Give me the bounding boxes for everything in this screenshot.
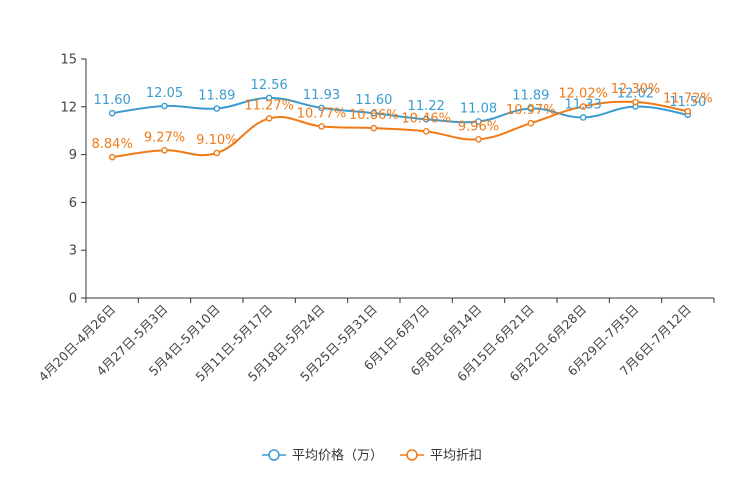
data-point[interactable] [318,123,325,130]
legend-item-1[interactable]: 平均折扣 [400,449,482,464]
legend-marker [268,449,280,461]
data-point[interactable] [161,102,168,110]
data-label: 11.93 [303,88,340,103]
data-label: 11.72% [663,91,713,106]
data-label: 9.96% [458,119,499,134]
y-tick-label: 3 [69,244,77,259]
data-label: 11.89 [512,89,549,104]
y-tick-label: 12 [60,100,77,115]
data-label: 12.56 [251,78,288,93]
data-point[interactable] [422,128,430,135]
data-point[interactable] [632,98,639,106]
data-point[interactable] [370,109,378,117]
data-point[interactable] [213,149,221,157]
data-label: 11.33 [565,97,602,112]
data-label: 12.02% [558,86,608,101]
data-point[interactable] [161,146,168,154]
data-point[interactable] [422,115,430,123]
data-label: 11.60 [355,93,392,108]
data-label: 9.27% [144,130,185,145]
data-label: 10.77% [297,106,347,121]
data-label: 11.50 [669,95,706,110]
series-layer [108,94,692,161]
y-tick-label: 15 [60,53,77,68]
y-tick-label: 9 [69,148,77,163]
data-label: 8.84% [92,137,133,152]
data-point[interactable] [579,103,587,110]
data-label: 11.22 [408,99,445,114]
series-line-0 [112,96,688,124]
data-label: 12.30% [611,82,661,97]
data-point[interactable] [475,136,482,143]
y-tick-label: 0 [69,292,77,307]
legend-item-0[interactable]: 平均价格（万） [262,448,383,464]
data-point[interactable] [108,109,116,117]
y-tick-label: 6 [69,196,77,211]
data-label: 11.08 [460,101,497,116]
legend-label: 平均价格（万） [292,448,383,464]
data-point[interactable] [318,104,325,112]
data-point[interactable] [265,94,273,102]
data-label: 10.66% [349,108,399,123]
data-point[interactable] [527,105,535,112]
data-point[interactable] [684,107,692,115]
data-label: 12.02 [617,86,654,101]
data-point[interactable] [579,114,587,121]
series-line-1 [112,100,689,159]
data-point[interactable] [370,124,378,132]
data-label: 10.46% [401,111,451,126]
data-label-layer: 11.60 12.05 11.89 12.56 11.93 11.60 11.22 11.08… [92,78,713,152]
data-label: 9.10% [196,133,237,148]
data-label: 10.97% [506,103,556,118]
data-label: 11.60 [94,93,131,108]
data-point[interactable] [265,115,273,122]
data-point[interactable] [108,153,116,161]
data-point[interactable] [213,105,221,112]
data-point[interactable] [527,119,535,127]
legend-label: 平均折扣 [430,449,482,464]
data-point[interactable] [475,118,482,125]
legend-marker [406,449,418,461]
data-label: 11.89 [198,89,235,104]
data-label: 11.27% [244,98,294,113]
data-label: 12.05 [146,86,183,101]
legend: 平均价格（万） 平均折扣 [262,448,482,464]
